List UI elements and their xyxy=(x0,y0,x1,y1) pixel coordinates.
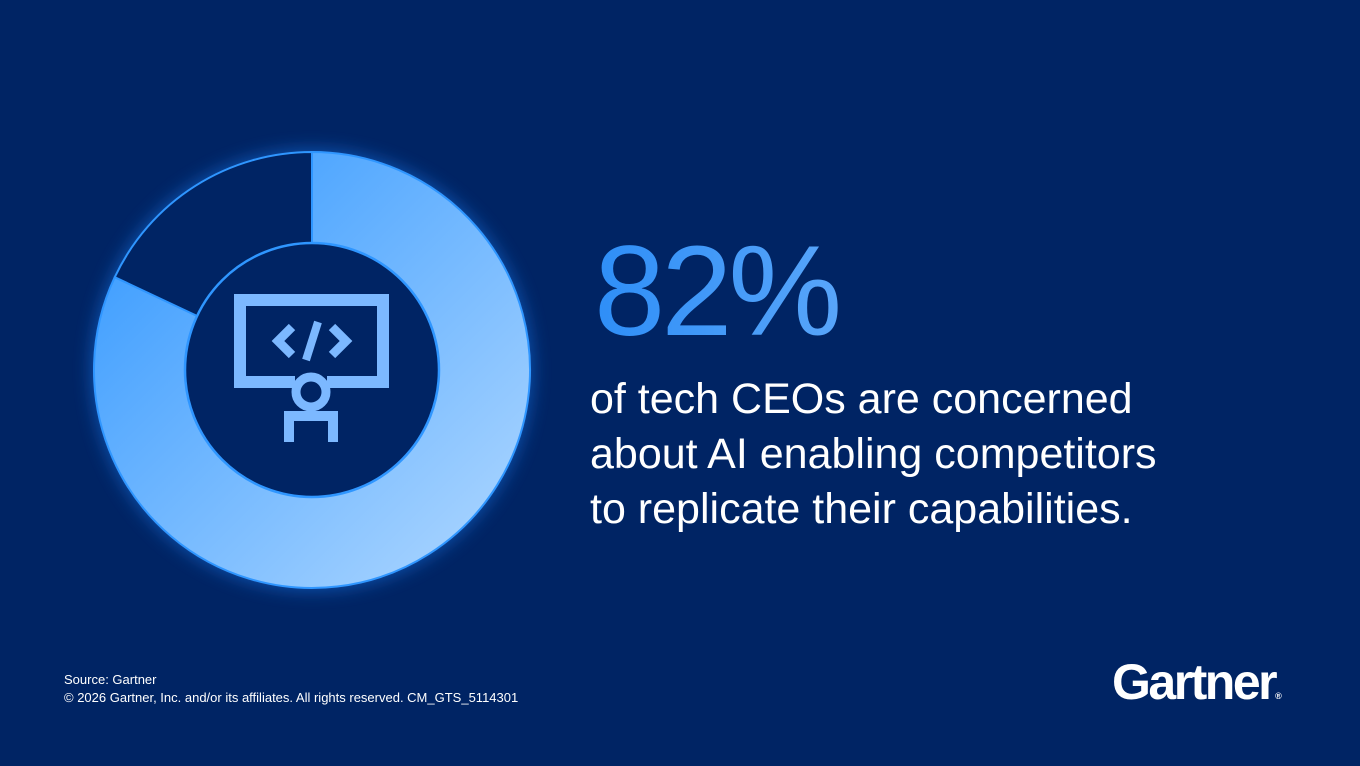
code-screen-user-icon xyxy=(234,294,389,442)
footer: Source: Gartner © 2026 Gartner, Inc. and… xyxy=(64,671,518,707)
gartner-logo: Gartner® xyxy=(1112,652,1282,726)
stat-block: 82% of tech CEOs are concerned about AI … xyxy=(590,228,1310,537)
donut-chart xyxy=(60,115,560,625)
stat-line-2: about AI enabling competitors xyxy=(590,430,1157,478)
stat-line-3: to replicate their capabilities. xyxy=(590,485,1133,533)
source-text: Source: Gartner xyxy=(64,672,157,687)
stat-line-1: of tech CEOs are concerned xyxy=(590,375,1133,423)
copyright-text: © 2026 Gartner, Inc. and/or its affiliat… xyxy=(64,690,519,705)
registered-mark: ® xyxy=(1275,691,1282,701)
stat-value: 82% xyxy=(594,228,1310,358)
stat-description: of tech CEOs are concerned about AI enab… xyxy=(590,372,1310,537)
logo-text: Gartner xyxy=(1112,654,1278,710)
